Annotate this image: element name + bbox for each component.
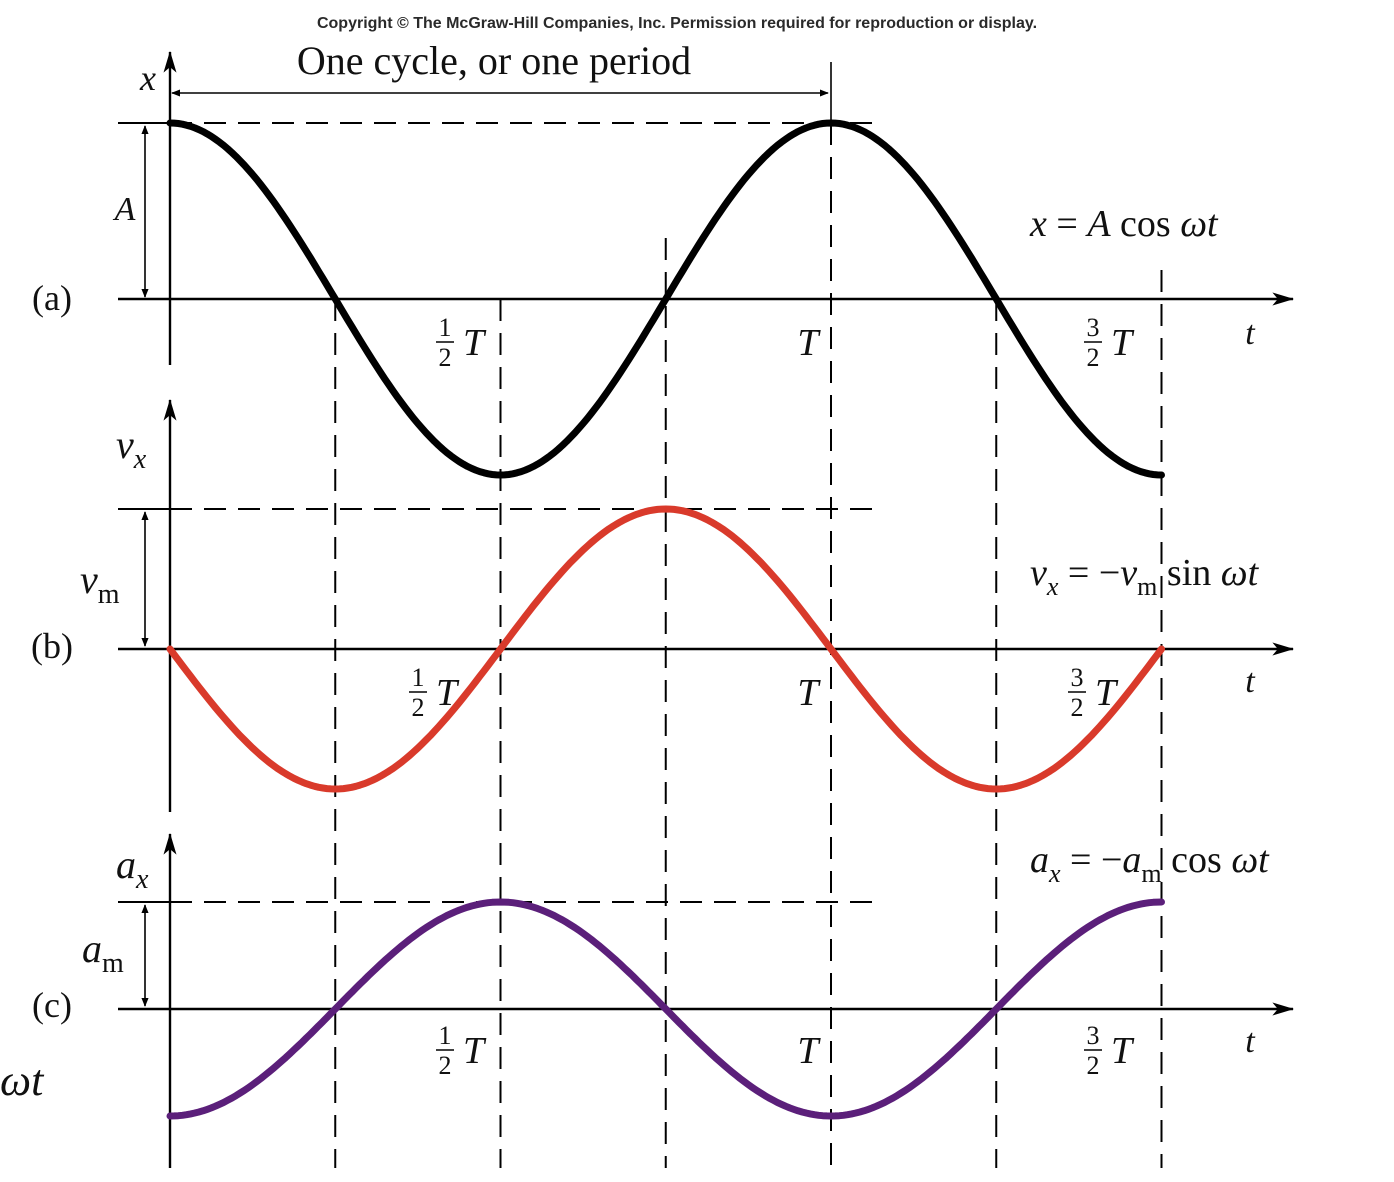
- y-label-ax: ax: [116, 842, 149, 895]
- tick-half-T-a-num: 1: [439, 313, 452, 342]
- panel-a: x A (a) t x = A cos ωt One cycle, or one…: [32, 38, 1295, 365]
- panel-c: ax am (c) t ax = −am cos ωt: [32, 832, 1295, 1168]
- panel-b: vx vm (b) t vx = −vm sin ωt: [31, 398, 1295, 812]
- amp-label-A: A: [113, 191, 136, 228]
- y-label-x: x: [139, 58, 156, 98]
- tick-half-T-c: 12 T: [436, 1021, 487, 1080]
- copyright-notice: Copyright © The McGraw-Hill Companies, I…: [317, 15, 1037, 32]
- tick-half-T-b-num: 1: [412, 663, 425, 692]
- equation-c: ax = −am cos ωt: [1030, 839, 1270, 888]
- t-label-c: t: [1245, 1023, 1256, 1060]
- x-curve: [166, 119, 1165, 479]
- tick-half-T-a-den: 2: [439, 343, 452, 372]
- t-label-b: t: [1245, 663, 1256, 700]
- panel-tag-a: (a): [32, 278, 72, 318]
- tick-half-T-c-num: 1: [439, 1021, 452, 1050]
- panel-tag-c: (c): [32, 985, 72, 1025]
- tick-half-T-a: 12 T: [436, 313, 487, 372]
- tick-three-half-T-b-num: 3: [1071, 663, 1084, 692]
- tick-three-half-T-b-den: 2: [1071, 693, 1084, 722]
- curves: [166, 119, 1165, 1120]
- panel-tag-b: (b): [31, 626, 73, 666]
- equation-b: vx = −vm sin ωt: [1030, 552, 1260, 601]
- left-fragment: ωt: [0, 1056, 45, 1105]
- tick-three-half-T-c-num: 3: [1087, 1021, 1100, 1050]
- period-label: One cycle, or one period: [297, 38, 691, 83]
- a-curve: [166, 898, 1165, 1120]
- t-label-a: t: [1245, 315, 1256, 352]
- amp-label-am: am: [82, 926, 124, 979]
- v-curve: [166, 505, 1165, 793]
- y-label-vx: vx: [116, 422, 147, 475]
- tick-half-T-c-sym: T: [463, 1030, 487, 1072]
- equation-a: x = A cos ωt: [1029, 203, 1219, 245]
- tick-half-T-a-sym: T: [463, 322, 487, 364]
- tick-three-half-T-c-den: 2: [1087, 1051, 1100, 1080]
- tick-three-half-T-a-den: 2: [1087, 343, 1100, 372]
- tick-labels: 12 T T 32 T12 T T 32 T12 T T 32 T: [409, 313, 1135, 1080]
- tick-T-a: T: [797, 322, 821, 364]
- tick-T-b: T: [797, 672, 821, 714]
- tick-half-T-b-den: 2: [412, 693, 425, 722]
- amp-label-vm: vm: [80, 557, 120, 610]
- tick-three-half-T-a-num: 3: [1087, 313, 1100, 342]
- tick-T-c: T: [797, 1030, 821, 1072]
- tick-three-half-T-c-sym: T: [1111, 1030, 1135, 1072]
- tick-three-half-T-a: 32 T: [1084, 313, 1135, 372]
- tick-three-half-T-c: 32 T: [1084, 1021, 1135, 1080]
- tick-half-T-c-den: 2: [439, 1051, 452, 1080]
- tick-three-half-T-b: 32 T: [1068, 663, 1119, 722]
- tick-three-half-T-a-sym: T: [1111, 322, 1135, 364]
